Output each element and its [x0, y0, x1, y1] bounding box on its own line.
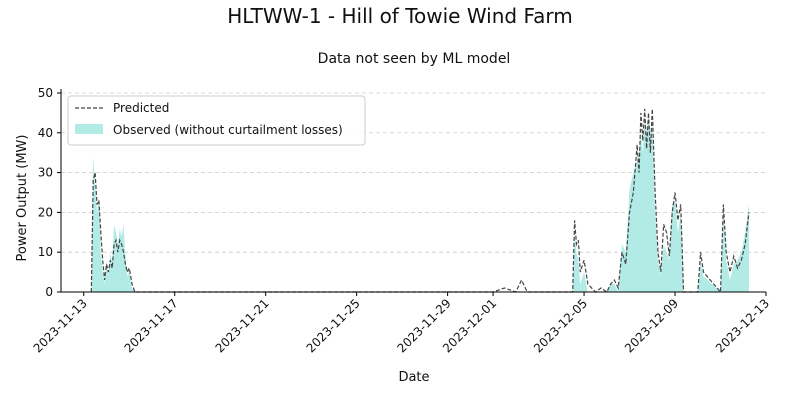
x-tick-label: 2023-12-13: [713, 296, 772, 355]
chart-subtitle: Data not seen by ML model: [318, 51, 511, 67]
legend: Predicted Observed (without curtailment …: [67, 95, 366, 146]
grid: [61, 92, 766, 253]
y-tick-label: 10: [38, 245, 53, 259]
legend-observed-swatch: [75, 124, 103, 134]
x-tick-label: 2023-12-09: [622, 296, 681, 355]
x-axis-ticks: 2023-11-13 2023-11-17 2023-11-21 2023-11-25…: [31, 292, 772, 355]
y-tick-label: 40: [38, 126, 53, 140]
y-tick-label: 50: [38, 86, 53, 100]
y-axis-label: Power Output (MW): [15, 135, 30, 262]
x-tick-label: 2023-11-13: [31, 296, 90, 355]
legend-box: [67, 95, 366, 146]
y-tick-label: 30: [38, 166, 53, 180]
legend-predicted-label: Predicted: [113, 101, 169, 115]
y-tick-label: 0: [45, 285, 53, 299]
x-tick-label: 2023-11-17: [122, 296, 181, 355]
x-tick-label: 2023-11-25: [304, 296, 363, 355]
chart-title: HLTWW-1 - Hill of Towie Wind Farm: [227, 4, 573, 28]
y-axis-ticks: 0 10 20 30 40 50: [38, 86, 61, 299]
axes: [60, 89, 766, 293]
y-tick-label: 20: [38, 205, 53, 219]
x-axis-label: Date: [398, 370, 429, 385]
predicted-line-path: [90, 108, 750, 294]
predicted-line: [90, 108, 750, 294]
legend-observed-label: Observed (without curtailment losses): [113, 123, 343, 137]
x-tick-label: 2023-12-05: [531, 296, 590, 355]
x-tick-label: 2023-11-21: [213, 296, 272, 355]
